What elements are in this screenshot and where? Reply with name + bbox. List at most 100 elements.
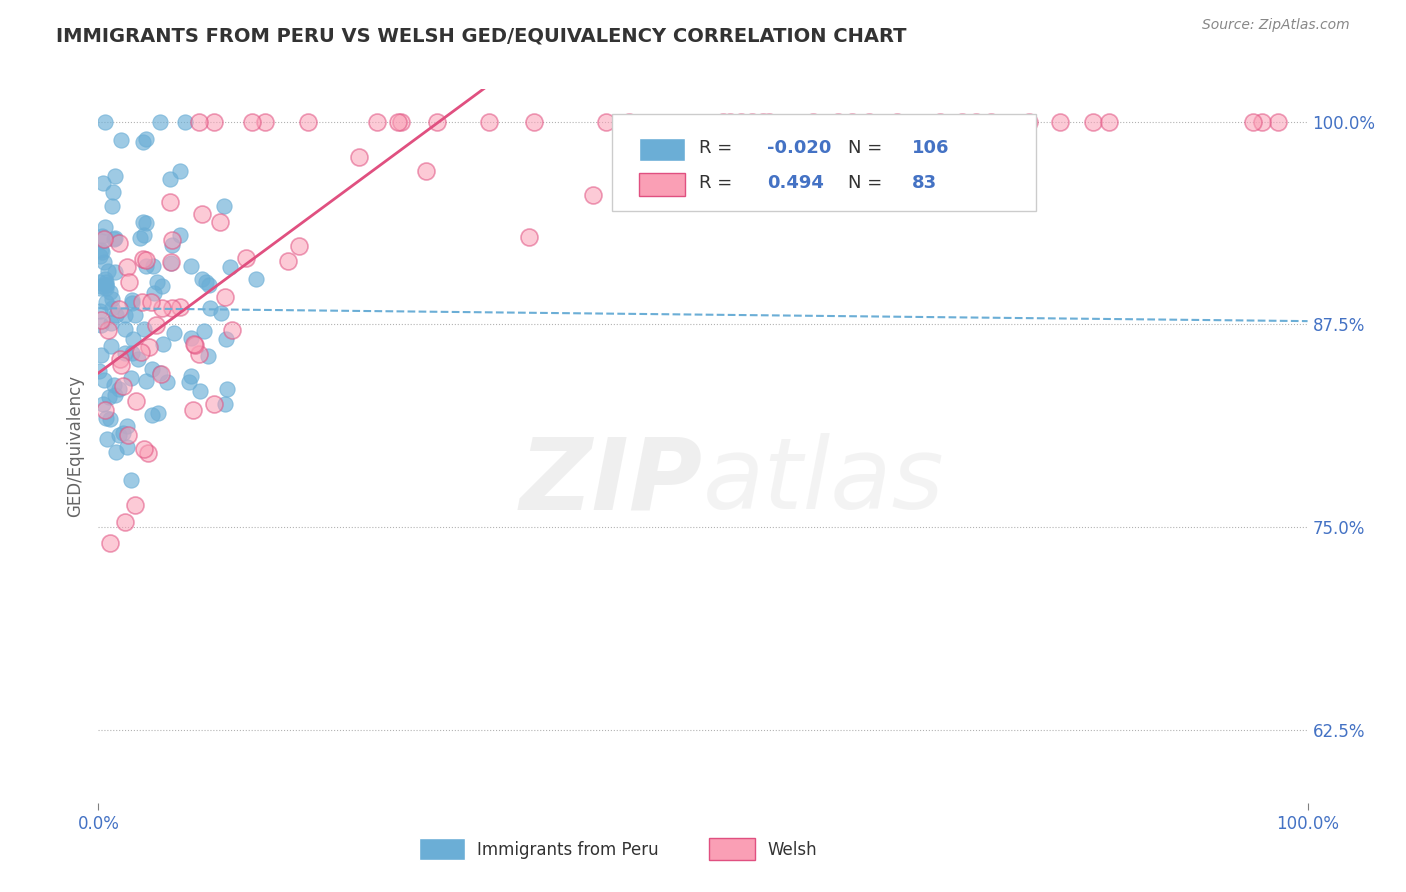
Text: -0.020: -0.020: [768, 139, 831, 157]
Point: [91, 176, 114, 190]
Point: [112, 426, 135, 441]
Point: [253, 114, 276, 128]
FancyBboxPatch shape: [638, 173, 685, 195]
Point: [132, 215, 155, 229]
Point: [114, 308, 136, 322]
FancyBboxPatch shape: [419, 838, 465, 860]
Point: [200, 301, 222, 316]
Point: [97, 264, 120, 278]
Point: [349, 150, 371, 164]
Point: [730, 114, 752, 128]
Point: [718, 114, 741, 128]
Point: [96, 280, 118, 294]
Point: [132, 321, 155, 335]
Point: [160, 238, 183, 252]
Point: [89, 281, 111, 295]
Point: [115, 260, 138, 274]
Point: [145, 318, 167, 333]
Point: [124, 498, 146, 512]
Point: [160, 233, 183, 247]
Point: [100, 411, 122, 425]
Point: [180, 331, 202, 345]
Point: [89, 249, 111, 263]
Point: [94, 295, 117, 310]
Point: [115, 440, 138, 454]
Text: R =: R =: [699, 175, 738, 193]
Point: [711, 114, 734, 128]
Point: [121, 293, 143, 307]
Point: [138, 340, 160, 354]
Point: [582, 187, 605, 202]
Point: [858, 114, 880, 128]
Point: [141, 362, 163, 376]
Point: [136, 446, 159, 460]
Point: [212, 199, 235, 213]
Point: [1049, 114, 1071, 128]
Point: [148, 406, 170, 420]
Point: [180, 369, 202, 384]
Point: [965, 114, 987, 128]
Point: [160, 301, 183, 315]
Point: [214, 397, 236, 411]
Point: [91, 234, 114, 248]
Point: [96, 278, 118, 293]
Point: [195, 276, 218, 290]
Point: [139, 295, 162, 310]
Point: [827, 114, 849, 128]
Point: [93, 403, 115, 417]
FancyBboxPatch shape: [709, 838, 755, 860]
Point: [100, 301, 122, 315]
Point: [98, 390, 121, 404]
Point: [517, 230, 540, 244]
Point: [149, 367, 172, 381]
Point: [90, 278, 112, 293]
Point: [177, 376, 200, 390]
Point: [190, 207, 212, 221]
Point: [89, 364, 111, 378]
Point: [180, 259, 202, 273]
Point: [193, 324, 215, 338]
Point: [132, 442, 155, 456]
Text: Source: ZipAtlas.com: Source: ZipAtlas.com: [1202, 18, 1350, 32]
Point: [159, 172, 181, 186]
Point: [90, 312, 112, 326]
Point: [184, 338, 207, 352]
Point: [104, 231, 127, 245]
Point: [1098, 114, 1121, 128]
Point: [219, 260, 242, 275]
Point: [121, 346, 143, 360]
Point: [114, 346, 136, 360]
Point: [1081, 114, 1104, 128]
Point: [96, 411, 118, 425]
Text: 106: 106: [912, 139, 949, 157]
Point: [93, 373, 115, 387]
Text: atlas: atlas: [703, 434, 945, 530]
Point: [297, 114, 319, 128]
Point: [89, 303, 111, 318]
Point: [108, 427, 131, 442]
Point: [141, 260, 163, 274]
Point: [751, 114, 773, 128]
Point: [93, 254, 115, 268]
Point: [929, 114, 952, 128]
Point: [121, 332, 143, 346]
Text: N =: N =: [848, 139, 889, 157]
Point: [952, 114, 974, 128]
Point: [174, 114, 197, 128]
Point: [1267, 114, 1289, 128]
Point: [389, 114, 412, 128]
Point: [217, 382, 239, 396]
Point: [96, 323, 118, 337]
Point: [115, 419, 138, 434]
Point: [150, 301, 173, 315]
Point: [129, 231, 152, 245]
Point: [214, 332, 236, 346]
Text: Immigrants from Peru: Immigrants from Peru: [477, 841, 658, 859]
Point: [132, 228, 155, 243]
Point: [209, 215, 232, 229]
Point: [169, 163, 191, 178]
Point: [801, 114, 824, 128]
Point: [101, 185, 124, 199]
Point: [1251, 114, 1274, 128]
Point: [235, 251, 257, 265]
